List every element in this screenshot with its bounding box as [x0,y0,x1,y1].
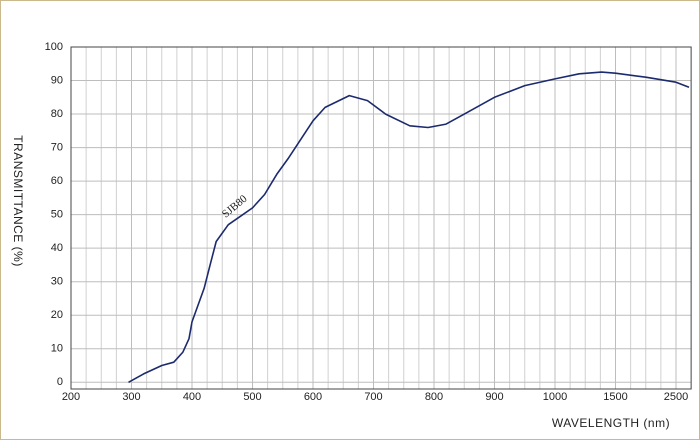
y-tick-label: 50 [51,209,63,221]
data-line [128,71,690,383]
x-tick-label: 400 [183,391,201,403]
y-tick-label: 0 [57,376,63,388]
x-tick-label: 300 [122,391,140,403]
y-tick-label: 20 [51,309,63,321]
y-tick-label: 30 [51,276,63,288]
x-tick-label: 600 [304,391,322,403]
x-tick-label: 1000 [543,391,567,403]
x-axis-title: WAVELENGTH (nm) [552,416,670,430]
y-axis-title: TRANSMITTANCE (%) [11,135,25,267]
y-tick-label: 10 [51,343,63,355]
x-tick-label: 500 [243,391,261,403]
y-tick-label: 70 [51,141,63,153]
x-tick-label: 800 [425,391,443,403]
x-tick-label: 2500 [664,391,688,403]
x-tick-label: 700 [364,391,382,403]
y-tick-label: 80 [51,108,63,120]
x-tick-label: 900 [485,391,503,403]
x-tick-label: 200 [62,391,80,403]
y-tick-label: 90 [51,74,63,86]
y-tick-label: 100 [45,41,63,53]
annotation: SJB80 [220,192,250,220]
plot-frame [70,46,692,390]
y-tick-label: 60 [51,175,63,187]
y-tick-label: 40 [51,242,63,254]
x-tick-label: 1500 [603,391,627,403]
